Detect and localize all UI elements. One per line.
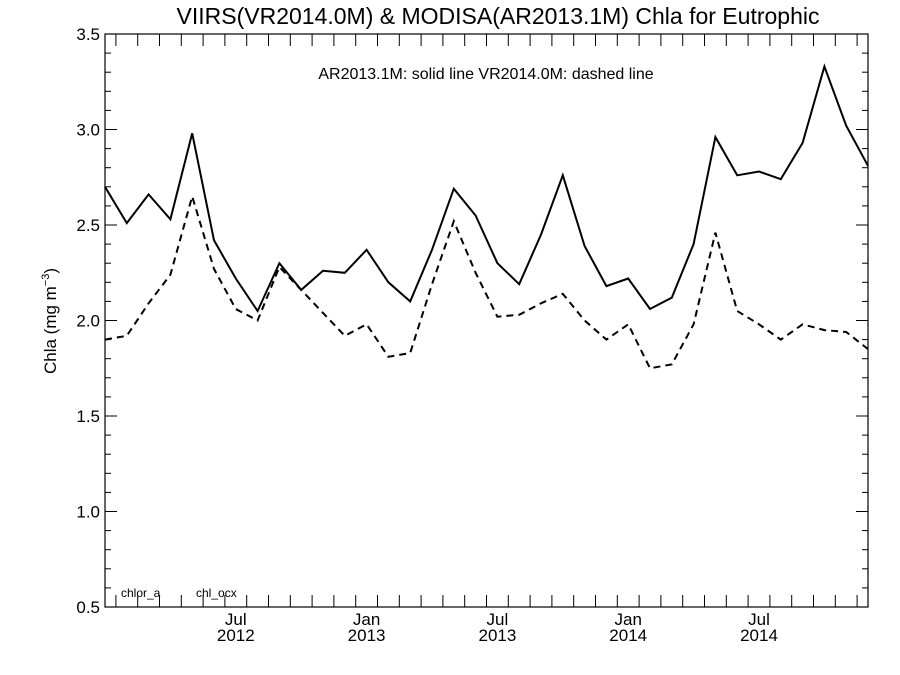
corner-label-chlor-a: chlor_a bbox=[121, 586, 161, 600]
y-tick-label: 2.5 bbox=[76, 216, 100, 235]
x-tick-label-year: 2014 bbox=[740, 626, 778, 645]
x-tick-label-year: 2014 bbox=[609, 626, 647, 645]
x-tick-label-year: 2012 bbox=[217, 626, 255, 645]
y-axis-label-unit-exponent: −3 bbox=[40, 274, 52, 287]
y-tick-label: 2.0 bbox=[76, 312, 100, 331]
axis-ticks bbox=[105, 33, 868, 608]
axis-tick-labels: 0.51.01.52.02.53.03.5Jul2012Jan2013Jul20… bbox=[76, 25, 778, 645]
x-tick-label-month: Jan bbox=[614, 610, 641, 629]
y-tick-label: 0.5 bbox=[76, 598, 100, 617]
legend-annotation: AR2013.1M: solid line VR2014.0M: dashed … bbox=[318, 66, 653, 83]
series-layer bbox=[104, 63, 869, 370]
x-tick-label-month: Jan bbox=[353, 610, 380, 629]
x-tick-label-month: Jul bbox=[487, 610, 509, 629]
y-tick-label: 1.0 bbox=[76, 503, 100, 522]
series-line-solid bbox=[104, 63, 869, 314]
y-axis-label: Chla (mg m−3) bbox=[40, 268, 60, 374]
y-tick-label: 3.0 bbox=[76, 121, 100, 140]
x-tick-label-year: 2013 bbox=[478, 626, 516, 645]
x-tick-label-month: Jul bbox=[225, 610, 247, 629]
y-tick-label: 3.5 bbox=[76, 25, 100, 44]
series-line-dashed bbox=[104, 192, 869, 370]
x-tick-label-year: 2013 bbox=[348, 626, 386, 645]
corner-label-chl-ocx: chl_ocx bbox=[196, 586, 237, 600]
y-tick-label: 1.5 bbox=[76, 407, 100, 426]
chart-title: VIIRS(VR2014.0M) & MODISA(AR2013.1M) Chl… bbox=[177, 3, 820, 29]
x-tick-label-month: Jul bbox=[748, 610, 770, 629]
